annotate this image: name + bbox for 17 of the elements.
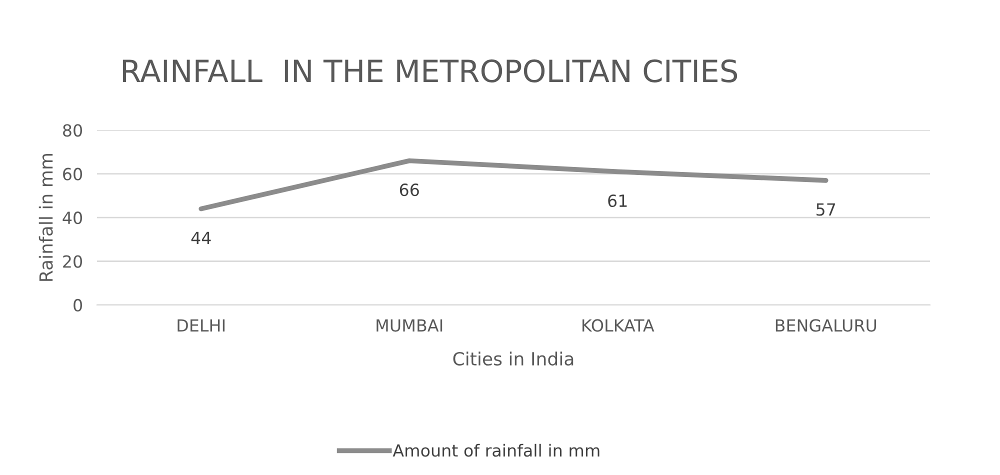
x-tick-label: DELHI bbox=[178, 319, 225, 332]
data-label: 44 bbox=[191, 232, 211, 244]
y-tick-label: 40 bbox=[62, 212, 82, 224]
x-tick-label: BENGALURU bbox=[776, 319, 876, 332]
data-label: 66 bbox=[400, 184, 419, 196]
legend-label: Amount of rainfall in mm bbox=[392, 444, 600, 457]
x-tick-label: MUMBAI bbox=[376, 319, 442, 332]
x-axis-title: Cities in India bbox=[453, 352, 574, 366]
y-tick-label: 20 bbox=[63, 255, 82, 268]
x-tick-label: KOLKATA bbox=[582, 319, 654, 332]
y-tick-label: 80 bbox=[63, 124, 82, 137]
data-label: 57 bbox=[816, 203, 836, 216]
y-axis-title: Rainfall in mm bbox=[38, 154, 53, 281]
chart-title: RAINFALL IN THE METROPOLITAN CITIES bbox=[123, 59, 738, 82]
y-tick-label: 60 bbox=[63, 168, 82, 180]
data-label: 61 bbox=[608, 194, 627, 208]
y-tick-label: 0 bbox=[74, 298, 82, 312]
